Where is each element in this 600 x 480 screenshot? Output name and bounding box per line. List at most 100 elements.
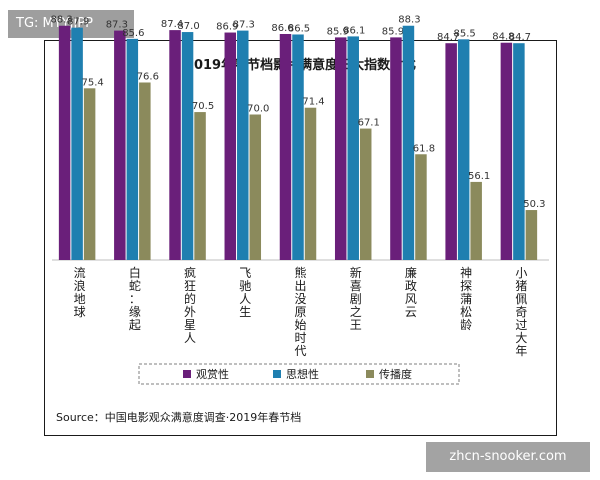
category-label: 龄 [460,318,472,332]
bar-1-2 [114,30,126,260]
legend-swatch [366,370,374,378]
data-label: 85.9 [382,26,404,37]
bar-2-6 [347,36,359,260]
bar-3-7 [415,154,427,260]
data-label: 70.5 [192,101,214,112]
category-label: 风 [405,292,417,306]
data-label: 67.1 [358,118,380,129]
category-label: 星 [184,318,196,332]
bar-1-8 [445,43,457,260]
data-label: 85.9 [327,26,349,37]
category-label: ： [129,292,141,306]
category-label: 起 [129,318,141,332]
legend-swatch [183,370,191,378]
data-label: 87.3 [233,20,255,31]
bar-1-9 [500,42,513,260]
category-label: 政 [405,279,417,293]
bar-2-9 [513,43,525,260]
bar-3-4 [249,114,262,260]
category-label: 球 [74,305,86,319]
category-label: 代 [294,344,306,358]
data-label: 87.3 [106,20,128,31]
category-label: 探 [460,279,472,293]
category-label: 剧 [350,292,362,306]
category-label: 时 [294,331,306,345]
legend-label: 观赏性 [196,367,229,381]
bar-1-3 [169,30,181,260]
bar-3-8 [470,181,482,260]
data-label: 56.1 [468,171,490,182]
bar-3-1 [83,88,96,260]
category-label: 白 [129,265,141,280]
category-label: 大 [515,331,527,345]
category-label: 出 [294,279,306,293]
data-label: 84.7 [509,32,531,43]
legend-label: 思想性 [286,367,319,381]
data-label: 87.9 [67,17,89,28]
watermark-top: TG: MYYJJPP [8,10,134,38]
category-label: 新 [350,265,362,280]
bar-3-3 [194,112,206,260]
category-label: 疯 [184,265,196,280]
category-label: 浪 [74,278,86,293]
data-label: 86.5 [288,23,310,34]
category-label: 年 [515,344,527,358]
data-label: 86.9 [216,22,238,33]
bar-1-4 [224,32,237,260]
category-label: 生 [239,305,251,319]
category-label: 狂 [184,279,196,293]
data-label: 61.8 [413,143,435,154]
legend-box [138,363,460,385]
legend-label: 传播度 [379,367,412,381]
category-label: 蒲 [460,292,472,306]
category-label: 喜 [350,279,362,293]
category-label: 飞 [239,266,251,280]
watermark-bottom: zhcn-snooker.com [426,442,590,472]
bar-2-2 [126,38,139,261]
category-label: 驰 [239,279,251,293]
bar-2-4 [237,30,249,260]
category-label: 人 [184,331,196,345]
bar-1-7 [390,37,402,261]
data-label: 70.0 [247,104,269,115]
data-label: 71.4 [302,97,324,108]
data-label: 87.4 [161,19,183,30]
category-label: 蛇 [129,278,141,293]
category-label: 小 [515,266,527,280]
bar-3-2 [139,82,151,261]
data-label: 75.4 [81,77,103,88]
bar-2-3 [181,32,194,260]
category-label: 的 [184,291,196,306]
category-label: 地 [74,292,86,306]
bar-2-8 [457,39,470,261]
data-label: 84.8 [492,32,514,43]
category-label: 云 [405,305,417,319]
bar-1-6 [334,37,347,261]
bar-2-5 [292,34,304,260]
data-label: 87.0 [177,21,199,32]
data-label: 85.5 [454,28,476,39]
data-label: 76.6 [137,71,159,82]
data-label: 50.3 [523,199,545,210]
data-label: 85.6 [122,28,144,39]
category-label: 之 [350,305,362,319]
category-label: 没 [294,291,306,306]
source-note: Source：中国电影观众满意度调查·2019年春节档 [56,411,302,424]
category-label: 缘 [129,305,141,319]
category-label: 奇 [515,305,527,319]
data-label: 88.3 [398,15,420,26]
bar-1-1 [58,25,71,261]
legend-swatch [273,370,281,378]
data-label: 88.3 [50,15,72,26]
category-label: 人 [239,292,251,306]
bar-3-9 [525,210,538,260]
bar-3-5 [304,107,317,261]
category-label: 廉 [405,265,417,280]
category-label: 流 [74,266,86,280]
category-label: 原 [294,305,306,319]
category-label: 外 [184,305,196,319]
data-label: 86.1 [343,25,365,36]
bar-2-1 [71,27,83,261]
category-label: 熊 [294,265,306,280]
